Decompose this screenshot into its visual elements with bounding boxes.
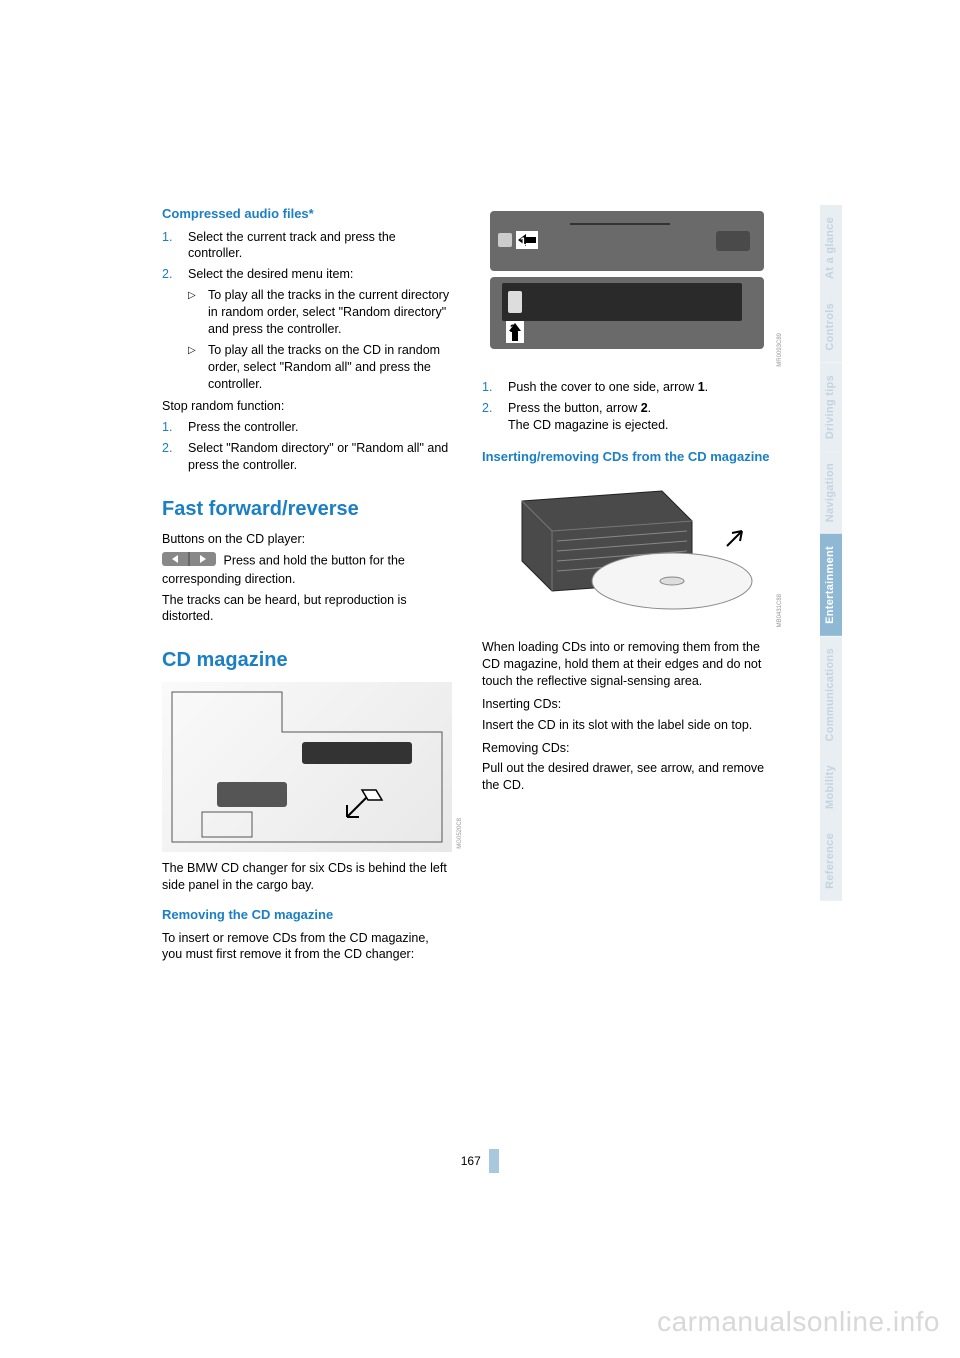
list-number: 1. xyxy=(482,379,508,396)
section-tabs: At a glance Controls Driving tips Naviga… xyxy=(820,205,842,901)
list-text: Select the desired menu item: xyxy=(188,266,353,283)
tab-reference[interactable]: Reference xyxy=(820,821,842,901)
list-item: 2. Press the button, arrow 2.The CD maga… xyxy=(482,400,772,434)
bullet-item: ▷ To play all the tracks on the CD in ra… xyxy=(188,342,452,393)
figure-code: MG0520C8 xyxy=(456,818,464,849)
list-number: 1. xyxy=(162,229,188,263)
tab-mobility[interactable]: Mobility xyxy=(820,753,842,821)
list-item: 1. Push the cover to one side, arrow 1. xyxy=(482,379,772,396)
figure-cd-magazine-disc: MB0431C88 xyxy=(482,471,772,631)
list-item: 2. Select the desired menu item: xyxy=(162,266,452,283)
list-text: Press the controller. xyxy=(188,419,298,436)
paragraph: Pull out the desired drawer, see arrow, … xyxy=(482,760,772,794)
list-number: 2. xyxy=(162,266,188,283)
heading-compressed-audio: Compressed audio files* xyxy=(162,205,452,223)
watermark: carmanualsonline.info xyxy=(657,1306,940,1338)
figure-code: MB0431C88 xyxy=(776,594,784,627)
heading-cd-magazine: CD magazine xyxy=(162,647,452,674)
triangle-bullet-icon: ▷ xyxy=(188,342,208,393)
heading-inserting-removing: Inserting/removing CDs from the CD magaz… xyxy=(482,448,772,466)
paragraph: Buttons on the CD player: xyxy=(162,531,452,548)
list-item: 2. Select "Random directory" or "Random … xyxy=(162,440,452,474)
heading-fast-forward: Fast forward/reverse xyxy=(162,496,452,523)
figure-cargo-bay: MG0520C8 xyxy=(162,682,452,852)
left-column: Compressed audio files* 1. Select the cu… xyxy=(162,205,452,967)
page-number: 167 xyxy=(461,1154,481,1168)
paragraph: When loading CDs into or removing them f… xyxy=(482,639,772,690)
list-text: Press the button, arrow 2.The CD magazin… xyxy=(508,400,669,434)
tab-communications[interactable]: Communications xyxy=(820,636,842,753)
list-number: 1. xyxy=(162,419,188,436)
bullet-text: To play all the tracks on the CD in rand… xyxy=(208,342,452,393)
tab-navigation[interactable]: Navigation xyxy=(820,451,842,534)
tab-driving-tips[interactable]: Driving tips xyxy=(820,363,842,451)
paragraph: To insert or remove CDs from the CD maga… xyxy=(162,930,452,964)
figure-code: MR0093C89 xyxy=(776,333,784,367)
bullet-text: To play all the tracks in the current di… xyxy=(208,287,452,338)
paragraph: The BMW CD changer for six CDs is behind… xyxy=(162,860,452,894)
heading-removing-magazine: Removing the CD magazine xyxy=(162,906,452,924)
triangle-bullet-icon: ▷ xyxy=(188,287,208,338)
list-text: Select "Random directory" or "Random all… xyxy=(188,440,452,474)
list-item: 1. Select the current track and press th… xyxy=(162,229,452,263)
paragraph: Inserting CDs: xyxy=(482,696,772,713)
list-item: 1. Press the controller. xyxy=(162,419,452,436)
list-number: 2. xyxy=(482,400,508,434)
list-text: Push the cover to one side, arrow 1. xyxy=(508,379,708,396)
list-text: Select the current track and press the c… xyxy=(188,229,452,263)
page-content: Compressed audio files* 1. Select the cu… xyxy=(162,205,822,967)
stop-label: Stop random function: xyxy=(162,398,452,415)
page-number-wrap: 167 xyxy=(0,1152,960,1173)
bullet-item: ▷ To play all the tracks in the current … xyxy=(188,287,452,338)
right-column: 1 2 MR0093C89 1. Push the cover to one s… xyxy=(482,205,772,967)
tab-entertainment[interactable]: Entertainment xyxy=(820,534,842,636)
paragraph: Press and hold the button for the corres… xyxy=(162,552,452,588)
list-number: 2. xyxy=(162,440,188,474)
paragraph: Removing CDs: xyxy=(482,740,772,757)
tab-at-a-glance[interactable]: At a glance xyxy=(820,205,842,291)
tab-controls[interactable]: Controls xyxy=(820,291,842,363)
paragraph: Insert the CD in its slot with the label… xyxy=(482,717,772,734)
page-number-bar-icon xyxy=(489,1149,499,1173)
rewind-forward-button-icon xyxy=(162,552,216,571)
figure-cd-changer-front: 1 2 MR0093C89 xyxy=(482,211,772,371)
paragraph: The tracks can be heard, but reproductio… xyxy=(162,592,452,626)
